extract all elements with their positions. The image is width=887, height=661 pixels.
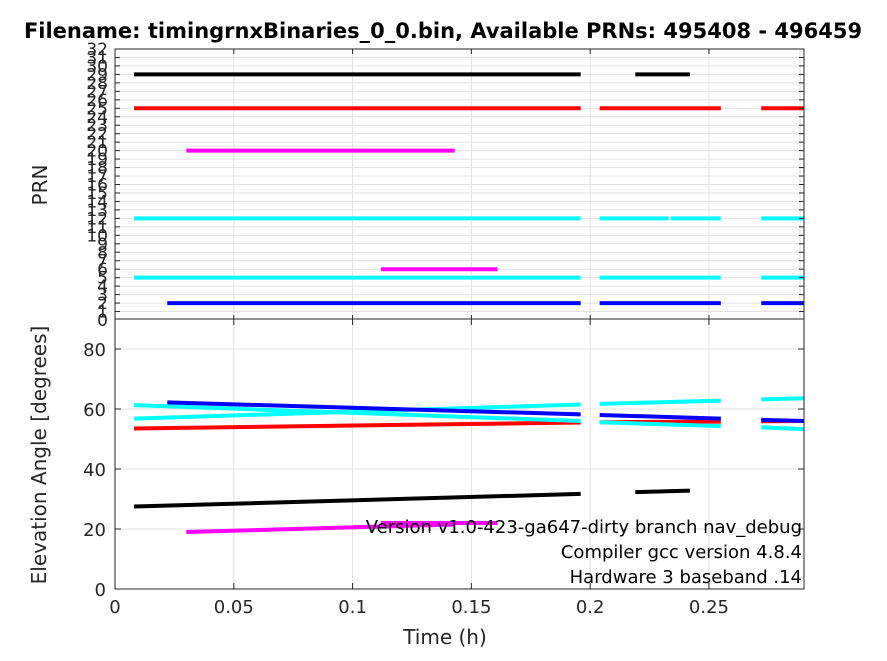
prn-y-tick-label: 19	[86, 150, 108, 170]
prn-y-tick-label: 4	[97, 277, 108, 297]
prn-y-tick-label: 1	[97, 303, 108, 323]
elevation-y-tick-label: 80	[83, 340, 106, 361]
prn-y-tick-label: 6	[97, 260, 108, 280]
prn-y-tick-label: 3	[97, 286, 108, 306]
prn-y-tick-label: 17	[86, 167, 108, 187]
prn-y-tick-label: 0	[97, 311, 108, 331]
prn-y-tick-label: 8	[97, 243, 108, 263]
prn-5-elevation-segment	[133, 403, 581, 423]
prn-y-tick-label: 23	[86, 116, 108, 136]
prn-5-elevation-segment	[599, 420, 721, 429]
prn-2-elevation-segment	[599, 413, 721, 421]
prn-y-tick-label: 15	[86, 184, 108, 204]
elevation-y-tick-label: 20	[83, 520, 106, 541]
prn-12-elevation-segment	[761, 396, 805, 402]
prn-y-tick-label: 14	[86, 192, 108, 212]
elevation-axes-box	[114, 318, 805, 590]
prn-y-tick-label: 7	[97, 252, 108, 272]
compiler-annotation: Compiler gcc version 4.8.4	[561, 542, 802, 563]
prn-y-tick-label: 24	[86, 108, 108, 128]
x-tick-label: 0.05	[214, 597, 254, 618]
chart-title: Filename: timingrnxBinaries_0_0.bin, Ava…	[24, 19, 862, 43]
x-tick-label: 0.15	[451, 597, 491, 618]
prn-y-tick-label: 20	[86, 142, 108, 162]
prn-y-tick-label: 2	[97, 294, 108, 314]
prn-25-elevation-segment	[133, 420, 581, 431]
version-annotation: Version v1.0-423-ga647-dirty branch nav_…	[366, 517, 802, 538]
x-tick-label: 0.25	[689, 597, 729, 618]
prn-y-tick-label: 13	[86, 201, 108, 221]
prn-y-tick-label: 30	[86, 57, 108, 77]
x-tick-label: 0.2	[576, 597, 605, 618]
prn-y-axis-label: PRN	[28, 165, 52, 206]
prn-y-tick-label: 21	[86, 133, 108, 153]
elevation-y-tick-label: 0	[95, 580, 106, 601]
prn-y-tick-label: 32	[86, 40, 108, 60]
hardware-annotation: Hardware 3 baseband .14	[570, 567, 802, 588]
x-tick-label: 0	[109, 597, 120, 618]
prn-29-elevation-segment	[133, 491, 581, 509]
elevation-y-axis-label: Elevation Angle [degrees]	[27, 326, 51, 585]
prn-12-elevation-segment	[599, 398, 721, 406]
elevation-series	[133, 396, 805, 534]
prn-y-tick-label: 31	[86, 48, 108, 68]
prn-axes: 0123456789101112131415161718192021222324…	[28, 40, 805, 331]
elevation-plot-area	[115, 319, 804, 589]
elevation-y-tick-label: 60	[83, 400, 106, 421]
prn-y-tick-label: 9	[97, 235, 108, 255]
prn-29-elevation-segment	[635, 488, 691, 495]
elevation-axes: 0 20 40 60 80 0 0.05 0.1 0.15 0.2 0.25 Time (h) E…	[27, 318, 805, 649]
prn-20-elevation-segment	[186, 522, 455, 534]
prn-y-tick-label: 11	[86, 218, 108, 238]
elevation-y-ticks: 0 20 40 60 80	[83, 340, 804, 601]
prn-y-tick-label: 27	[86, 82, 108, 102]
prn-2-elevation-segment	[167, 400, 581, 417]
prn-y-ticks: 0123456789101112131415161718192021222324…	[86, 40, 804, 331]
prn-5-elevation-segment	[761, 425, 805, 432]
prn-y-tick-label: 16	[86, 176, 108, 196]
elevation-y-tick-label: 40	[83, 460, 106, 481]
prn-y-tick-label: 29	[86, 65, 108, 85]
prn-y-tick-label: 12	[86, 209, 108, 229]
prn-series	[134, 72, 804, 306]
prn-y-tick-label: 25	[86, 99, 108, 119]
elevation-x-ticks: 0 0.05 0.1 0.15 0.2 0.25	[109, 319, 729, 618]
prn-y-tick-label: 26	[86, 91, 108, 111]
prn-y-tick-label: 18	[86, 159, 108, 179]
prn-2-elevation-segment	[761, 417, 805, 423]
x-tick-label: 0.1	[338, 597, 367, 618]
prn-y-tick-label: 22	[86, 125, 108, 145]
prn-y-tick-label: 10	[86, 226, 108, 246]
prn-y-tick-label: 5	[97, 269, 108, 289]
x-axis-label: Time (h)	[402, 625, 487, 649]
prn-y-tick-label: 28	[86, 74, 108, 94]
